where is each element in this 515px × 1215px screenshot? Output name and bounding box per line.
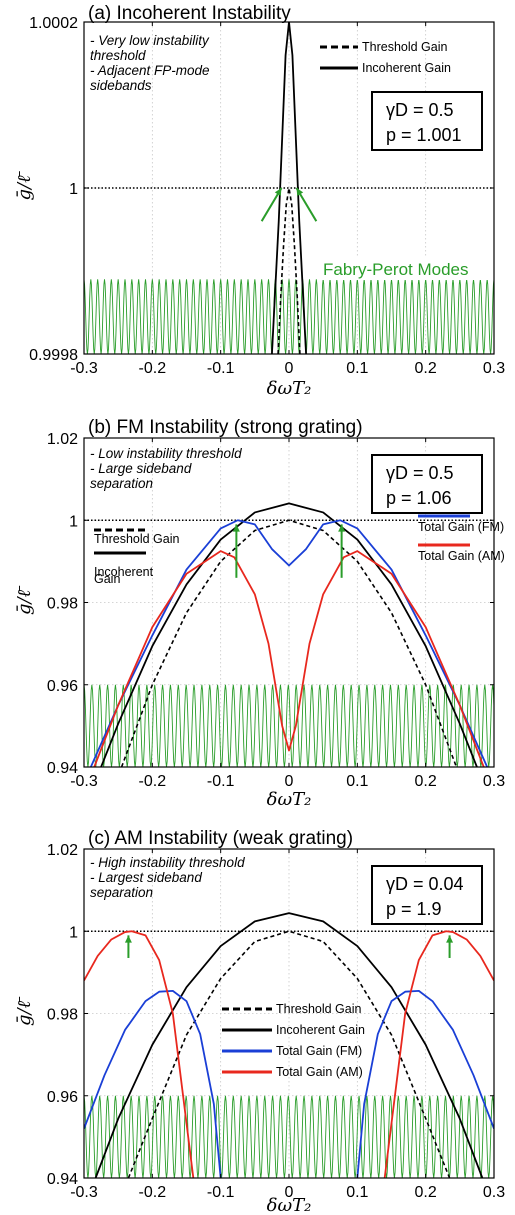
panel-title: (b) FM Instability (strong grating) — [88, 417, 363, 438]
arrow-head — [232, 524, 240, 532]
fp-label-bg — [320, 258, 490, 280]
series-line — [84, 930, 195, 1178]
series-line — [356, 989, 494, 1178]
legend-label: Incoherent Gain — [362, 61, 451, 75]
panel-b: -0.3 -0.2 -0.1 0 0.1 0.2 0.3 0.94 0.96 0.98 1 1.02 (… — [14, 417, 505, 810]
y-tick-label: 1 — [69, 924, 78, 941]
annotation-note: - Very low instability — [90, 33, 210, 48]
series-line — [100, 502, 478, 767]
series-line — [84, 989, 222, 1178]
legend-label: Total Gain (FM) — [276, 1044, 362, 1058]
params-box — [371, 91, 483, 151]
x-tick-label: -0.1 — [207, 773, 235, 790]
panel-c: -0.3 -0.2 -0.1 0 0.1 0.2 0.3 0.94 0.96 0.98 1 1.02 (… — [14, 828, 505, 1215]
x-tick-label: -0.1 — [207, 1184, 235, 1201]
x-tick-label: -0.2 — [139, 1184, 167, 1201]
y-tick-label: 1 — [69, 513, 78, 530]
x-tick-label: 0.2 — [415, 773, 437, 790]
params-text: γD = 0.5 — [386, 463, 454, 483]
annotation-note: threshold — [90, 48, 146, 63]
y-tick-label: 0.96 — [47, 678, 78, 695]
y-tick-label: 0.94 — [47, 1171, 78, 1188]
arrow-head — [274, 188, 282, 196]
arrow-head — [124, 935, 132, 943]
x-tick-label: 0 — [285, 1184, 294, 1201]
y-tick-label: 1.02 — [47, 431, 78, 448]
x-tick-label: -0.2 — [139, 360, 167, 377]
annotation-note: separation — [90, 476, 153, 491]
x-tick-label: -0.3 — [70, 360, 98, 377]
annotation-note: - Largest sideband — [90, 870, 202, 885]
x-tick-label: 0.1 — [346, 773, 368, 790]
annotation-note: - Low instability threshold — [90, 446, 242, 461]
legend-label: Total Gain (FM) — [418, 520, 504, 534]
x-tick-label: 0.3 — [483, 1184, 505, 1201]
panel-title: (c) AM Instability (weak grating) — [88, 828, 353, 849]
x-axis-label: δωT₂ — [267, 789, 312, 810]
y-tick-label: 1.0002 — [29, 15, 78, 32]
y-axis-label: ḡ/ℓ̄ — [14, 585, 35, 615]
legend-label: Incoherent — [94, 565, 154, 579]
x-tick-label: 0.3 — [483, 360, 505, 377]
params-text: p = 1.06 — [386, 488, 452, 508]
params-box — [371, 865, 483, 925]
x-tick-label: -0.3 — [70, 773, 98, 790]
legend-label: Threshold Gain — [362, 40, 448, 54]
y-axis-label: ḡ/ℓ̄ — [14, 996, 35, 1026]
legend-label: Total Gain (AM) — [418, 549, 505, 563]
arrow-head — [338, 524, 346, 532]
arrow-head — [296, 188, 304, 196]
y-axis-label: ḡ/ℓ̄ — [14, 170, 35, 200]
annotation-note: - Large sideband — [90, 461, 192, 476]
x-tick-label: 0.3 — [483, 773, 505, 790]
y-tick-label: 1 — [69, 181, 78, 198]
legend-label: Threshold Gain — [94, 532, 180, 546]
x-tick-label: 0.2 — [415, 360, 437, 377]
annotation-note: - High instability threshold — [90, 855, 245, 870]
y-tick-label: 0.98 — [47, 1007, 78, 1024]
x-tick-label: 0 — [285, 773, 294, 790]
series-line — [271, 22, 307, 354]
series-line — [94, 912, 484, 1178]
y-tick-label: 0.9998 — [29, 347, 78, 364]
x-axis-label: δωT₂ — [267, 378, 312, 399]
legend-label: Incoherent Gain — [276, 1023, 365, 1037]
panel-a: -0.3 -0.2 -0.1 0 0.1 0.2 0.3 0.9998 1 1.0002 (a) I… — [14, 3, 505, 399]
x-tick-label: 0.1 — [346, 1184, 368, 1201]
y-tick-label: 1.02 — [47, 842, 78, 859]
panel-title: (a) Incoherent Instability — [88, 3, 291, 24]
params-text: p = 1.9 — [386, 899, 442, 919]
y-tick-label: 0.96 — [47, 1089, 78, 1106]
x-tick-label: 0.1 — [346, 360, 368, 377]
x-tick-label: -0.2 — [139, 773, 167, 790]
y-tick-label: 0.94 — [47, 760, 78, 777]
series-line — [120, 519, 458, 767]
annotation-note: separation — [90, 885, 153, 900]
x-tick-label: 0 — [285, 360, 294, 377]
params-text: p = 1.001 — [386, 125, 462, 145]
y-tick-label: 0.98 — [47, 596, 78, 613]
params-box — [371, 454, 483, 514]
x-axis-label: δωT₂ — [267, 1195, 312, 1215]
x-tick-label: 0.2 — [415, 1184, 437, 1201]
x-tick-label: -0.3 — [70, 1184, 98, 1201]
params-text: γD = 0.04 — [386, 874, 464, 894]
arrow-head — [446, 935, 454, 943]
annotation-note: - Adjacent FP-mode — [90, 63, 210, 78]
legend-label: Threshold Gain — [276, 1002, 362, 1016]
params-text: γD = 0.5 — [386, 100, 454, 120]
series-line — [383, 930, 494, 1178]
series-line — [93, 550, 485, 767]
legend-label: Gain — [94, 572, 120, 586]
annotation-note: sidebands — [90, 78, 152, 93]
x-tick-label: -0.1 — [207, 360, 235, 377]
fabry-perot-label: Fabry-Perot Modes — [323, 260, 469, 279]
legend-label: Total Gain (AM) — [276, 1065, 363, 1079]
